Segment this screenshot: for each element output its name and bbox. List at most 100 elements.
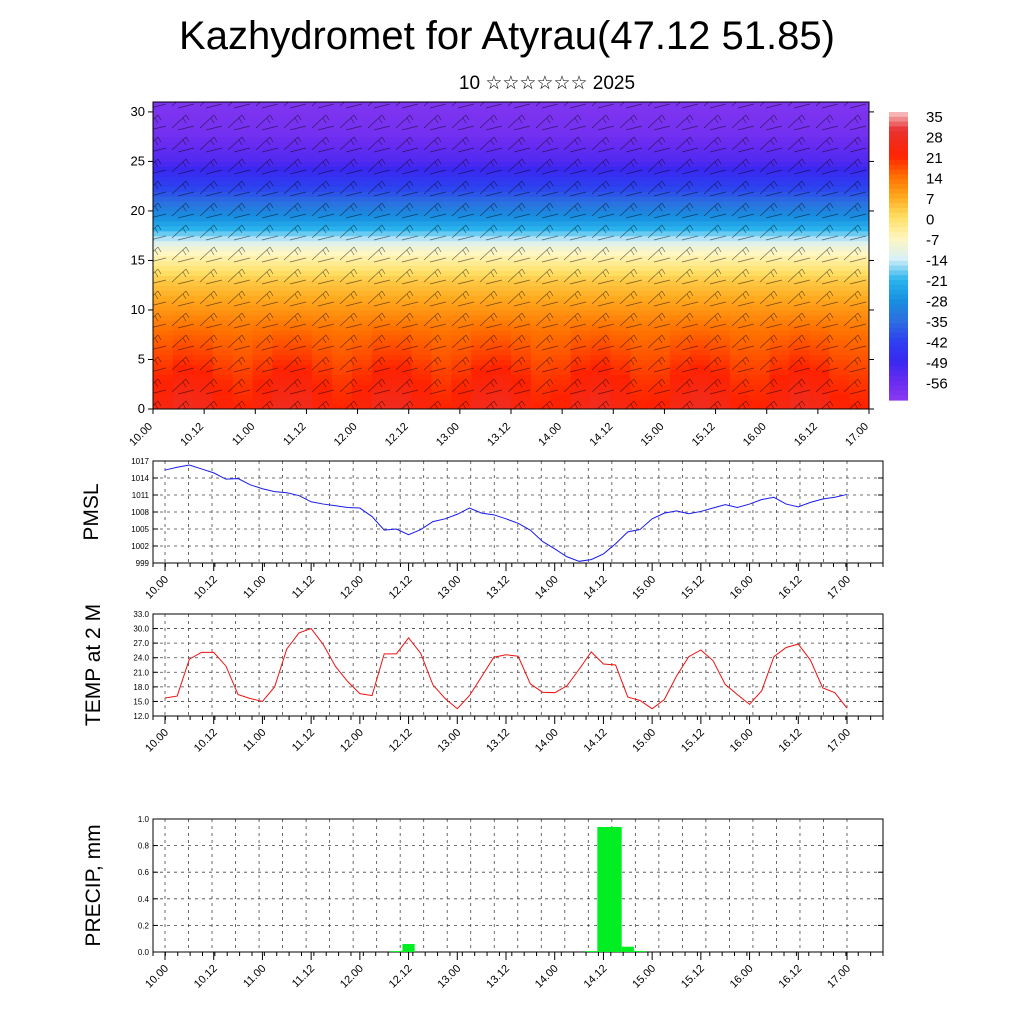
pmsl-y-axis-label: PMSL [80,483,103,540]
colorbar-swatch [889,395,908,401]
temp-x-tick-label: 17.00 [825,727,853,755]
colorbar-swatch [889,361,908,367]
precip-bar [597,826,610,952]
colorbar-label: -49 [926,355,948,372]
colorbar-label: 0 [926,212,934,229]
temperature-cross-section: 0 5 10 15 20 25 30 10.00 10.12 11.00 11.12 12.00 12.… [127,101,948,449]
colorbar-swatch [889,342,908,348]
precip-x-tick-label: 15.12 [679,963,707,991]
colorbar-label: 21 [926,150,943,167]
heatmap-x-tick-label: 10.12 [178,421,206,449]
colorbar-label: -21 [926,273,948,290]
precip-bar [609,826,622,952]
chart-subtitle: 10 ☆☆☆☆☆☆ 2025 [458,73,636,94]
pmsl-x-tick-label: 16.12 [776,574,804,602]
pmsl-y-tick-label: 1005 [131,525,149,534]
colorbar-swatch [889,390,908,396]
precip-x-tick-label: 12.12 [387,963,415,991]
temp-x-tick-label: 11.00 [241,727,268,754]
precip-x-tick-label: 16.12 [776,963,804,991]
heatmap-x-tick-label: 10.00 [127,421,155,449]
temp-x-tick-label: 15.12 [679,727,707,755]
colorbar-swatch [889,155,908,161]
temp-x-tick-label: 16.12 [776,727,804,755]
colorbar-swatch [889,313,908,319]
precip-y-tick-label: 0.6 [138,868,150,877]
pmsl-y-tick-label: 1014 [131,474,149,483]
colorbar-swatch [889,241,908,247]
precip-bar [585,951,598,952]
colorbar-label: 35 [926,109,943,126]
temp-x-tick-label: 14.12 [582,727,610,755]
precip-bar [402,944,415,952]
pmsl-x-tick-label: 12.12 [387,574,415,602]
colorbar-swatch [889,150,908,156]
pmsl-x-tick-label: 14.00 [533,574,561,602]
temp-y-axis-label: TEMP at 2 M [82,604,105,726]
colorbar-swatch [889,126,908,132]
temp-x-tick-label: 13.00 [435,727,463,755]
temp-y-tick-label: 24.0 [133,654,149,663]
precip-bar [621,946,634,952]
colorbar-label: -7 [926,232,939,249]
heatmap-x-tick-label: 15.12 [690,421,718,449]
colorbar-swatch [889,145,908,151]
colorbar-swatch [889,246,908,252]
heatmap-x-tick-label: 13.00 [434,421,462,449]
pmsl-x-tick-label: 10.00 [143,574,171,602]
colorbar-swatch [889,352,908,358]
pmsl-x-tick-label: 13.00 [435,574,463,602]
pmsl-x-tick-label: 11.00 [241,574,268,601]
colorbar-swatch [889,198,908,204]
precip-bar [390,951,403,952]
colorbar-label: 14 [926,171,943,188]
colorbar-swatch [889,308,908,315]
precip-bar [633,950,647,952]
precip-y-tick-label: 0.2 [138,921,150,930]
temp-y-tick-label: 18.0 [133,683,149,692]
heatmap-y-tick-label: 15 [131,252,145,267]
heatmap-y-tick-label: 10 [131,302,145,317]
pmsl-y-tick-label: 1002 [131,542,149,551]
heatmap-cells [153,102,869,409]
colorbar-swatch [889,289,908,295]
colorbar-swatch [889,227,908,233]
colorbar: 35 28 21 14 7 0 -7 -14 -21 -28 -35 -42 -49 -56 [889,109,948,401]
heatmap-y-tick-label: 30 [131,104,145,119]
colorbar-swatch [889,371,908,377]
colorbar-swatch [889,294,908,300]
precip-y-tick-label: 0.0 [138,948,150,957]
heatmap-x-tick-label: 11.00 [230,421,257,448]
colorbar-swatch [889,208,908,214]
colorbar-swatch [889,164,908,171]
temp-x-tick-label: 15.00 [630,727,658,755]
colorbar-swatch [889,275,908,281]
precip-x-tick-label: 17.00 [825,963,853,991]
colorbar-swatch [889,385,908,391]
precip-x-tick-label: 14.00 [533,963,561,991]
temp-x-tick-label: 16.00 [728,727,756,755]
heatmap-x-tick-label: 14.12 [587,421,615,449]
precip-x-tick-label: 11.12 [290,963,317,990]
colorbar-label: 28 [926,130,943,147]
colorbar-swatch [889,328,908,334]
colorbar-swatch [889,140,908,147]
colorbar-swatch [889,160,908,166]
pmsl-x-tick-label: 15.00 [630,574,658,602]
precip-panel: 0.0 0.2 0.4 0.6 0.8 1.0 10.00 10.12 11.00 11.12 12… [82,815,884,991]
colorbar-swatch [889,347,908,353]
precip-x-tick-label: 13.00 [435,963,463,991]
colorbar-label: -14 [926,253,948,270]
precip-x-tick-label: 16.00 [728,963,756,991]
chart-title: Kazhydromet for Atyrau(47.12 51.85) [179,14,835,58]
colorbar-swatch [889,280,908,286]
colorbar-swatch [889,131,908,137]
heatmap-y-tick-label: 0 [138,401,145,416]
heatmap-x-tick-label: 15.00 [639,421,667,449]
temp-x-tick-label: 13.12 [484,727,512,755]
pmsl-x-tick-label: 16.00 [728,574,756,602]
colorbar-swatch [889,203,908,209]
temp-series-line [164,627,848,710]
temp-x-tick-label: 10.12 [192,727,220,755]
